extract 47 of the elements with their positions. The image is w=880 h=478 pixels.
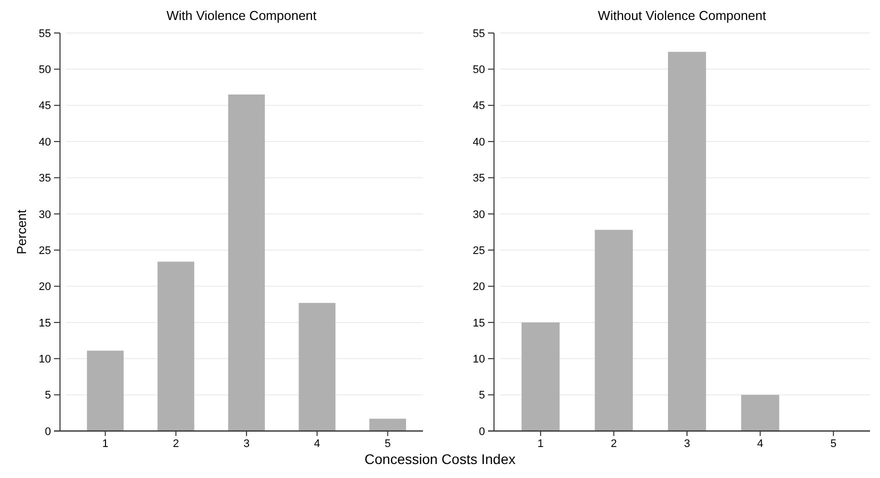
y-tick-label: 10 [472,353,485,366]
x-tick-label: 1 [538,438,544,450]
y-tick-label: 55 [38,28,51,40]
y-tick-label: 20 [472,281,485,294]
bar [158,262,194,431]
x-tick-label: 2 [610,438,617,450]
y-tick-label: 40 [472,136,485,148]
y-tick-label: 0 [44,426,51,438]
y-tick-label: 25 [472,244,485,257]
bar [668,52,706,431]
y-tick-label: 50 [472,64,485,76]
bar [522,322,560,431]
y-tick-label: 5 [478,390,485,402]
y-tick-label: 35 [38,172,51,185]
y-tick-label: 5 [44,390,51,402]
bar [228,94,265,431]
y-axis-title: Percent [14,209,29,254]
y-tick-label: 15 [472,317,485,330]
x-tick-label: 5 [384,438,391,450]
x-tick-label: 2 [172,438,179,450]
chart-title: With Violence Component [166,8,317,23]
y-tick-label: 40 [38,136,51,148]
y-tick-label: 55 [472,28,485,40]
y-tick-label: 30 [472,208,485,221]
bar [741,394,780,431]
y-tick-label: 10 [38,353,51,366]
x-tick-label: 5 [830,438,836,450]
y-tick-label: 25 [38,244,51,257]
x-tick-label: 4 [314,438,320,450]
y-tick-label: 35 [472,172,485,185]
bar [298,302,336,431]
y-tick-label: 45 [472,100,485,112]
x-tick-label: 1 [102,438,108,450]
bar [86,350,124,431]
x-tick-label: 4 [757,438,764,450]
y-tick-label: 50 [38,64,51,76]
y-tick-label: 15 [38,317,51,330]
x-axis-title: Concession Costs Index [364,451,516,467]
x-tick-label: 3 [243,438,250,450]
y-tick-label: 45 [38,100,51,112]
y-tick-label: 30 [38,208,51,221]
bar [594,230,633,431]
x-tick-label: 3 [684,438,690,450]
chart-title: Without Violence Component [598,8,766,23]
y-tick-label: 0 [478,426,485,438]
bar [369,418,406,431]
y-tick-label: 20 [38,281,51,294]
